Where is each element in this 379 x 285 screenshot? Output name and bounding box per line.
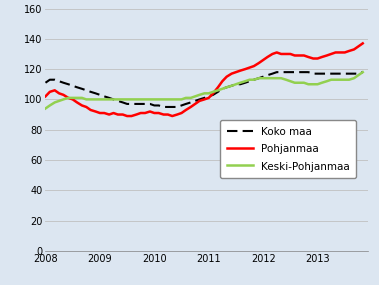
- Pohjanmaa: [52, 89, 57, 92]
- Keski-Pohjanmaa: [52, 101, 57, 104]
- Keski-Pohjanmaa: [134, 98, 139, 101]
- Koko maa: [352, 72, 356, 75]
- Koko maa: [238, 83, 243, 86]
- Koko maa: [202, 96, 207, 99]
- Line: Pohjanmaa: Pohjanmaa: [45, 43, 363, 116]
- Keski-Pohjanmaa: [161, 98, 166, 101]
- Pohjanmaa: [288, 52, 293, 56]
- Pohjanmaa: [238, 69, 243, 72]
- Keski-Pohjanmaa: [360, 70, 365, 74]
- Pohjanmaa: [202, 98, 207, 101]
- Keski-Pohjanmaa: [43, 107, 48, 110]
- Pohjanmaa: [43, 95, 48, 98]
- Koko maa: [52, 78, 57, 82]
- Koko maa: [43, 81, 48, 84]
- Legend: Koko maa, Pohjanmaa, Keski-Pohjanmaa: Koko maa, Pohjanmaa, Keski-Pohjanmaa: [220, 120, 356, 178]
- Koko maa: [360, 70, 365, 74]
- Pohjanmaa: [360, 42, 365, 45]
- Line: Koko maa: Koko maa: [45, 72, 363, 107]
- Keski-Pohjanmaa: [343, 78, 347, 82]
- Pohjanmaa: [347, 49, 351, 53]
- Koko maa: [338, 72, 343, 75]
- Keski-Pohjanmaa: [234, 83, 238, 86]
- Keski-Pohjanmaa: [197, 93, 202, 97]
- Koko maa: [161, 105, 166, 109]
- Pohjanmaa: [125, 114, 129, 118]
- Line: Keski-Pohjanmaa: Keski-Pohjanmaa: [45, 72, 363, 109]
- Pohjanmaa: [138, 111, 143, 115]
- Koko maa: [274, 70, 279, 74]
- Koko maa: [88, 90, 93, 93]
